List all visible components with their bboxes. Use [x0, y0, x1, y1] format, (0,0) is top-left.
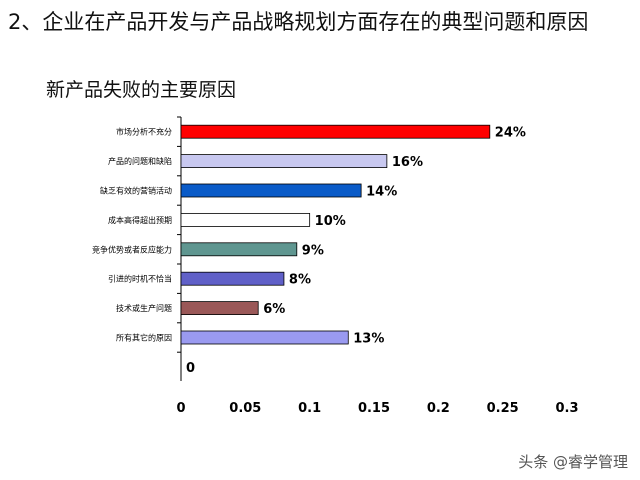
bar — [180, 330, 349, 345]
data-label: 10% — [315, 214, 346, 229]
data-label: 6% — [263, 302, 285, 317]
x-tick-label: 0.1 — [298, 401, 321, 416]
x-tick-label: 0.15 — [358, 401, 390, 416]
bar — [180, 124, 491, 139]
category-label: 产品的问题和缺陷 — [108, 156, 172, 166]
bar — [180, 212, 311, 227]
data-label: 9% — [302, 243, 324, 258]
chart-title: 新产品失败的主要原因 — [46, 79, 237, 101]
data-label: 24% — [495, 126, 526, 141]
data-label: 0 — [186, 361, 195, 376]
watermark: 头条 @睿学管理 — [518, 453, 628, 471]
category-label: 所有其它的原因 — [116, 333, 172, 343]
bar — [180, 183, 362, 198]
page-title: 2、企业在产品开发与产品战略规划方面存在的典型问题和原因 — [8, 10, 589, 34]
x-tick-label: 0.2 — [427, 401, 450, 416]
bar — [180, 271, 285, 286]
data-label: 16% — [392, 155, 423, 170]
category-label: 技术或生产问题 — [116, 303, 172, 313]
category-label: 市场分析不充分 — [116, 127, 172, 137]
category-label: 缺乏有效的营销活动 — [100, 186, 172, 196]
bar — [180, 154, 388, 169]
x-tick-label: 0.05 — [229, 401, 261, 416]
x-tick-label: 0 — [176, 401, 185, 416]
category-label: 引进的时机不恰当 — [108, 274, 172, 284]
category-label: 竞争优势或者反应能力 — [92, 244, 172, 254]
x-tick-label: 0.3 — [555, 401, 578, 416]
bar — [180, 301, 259, 316]
data-label: 13% — [353, 332, 384, 347]
category-label: 成本高得超出预期 — [108, 215, 172, 225]
bar — [180, 242, 298, 257]
x-tick-label: 0.25 — [487, 401, 519, 416]
data-label: 14% — [366, 185, 397, 200]
data-label: 8% — [289, 273, 311, 288]
